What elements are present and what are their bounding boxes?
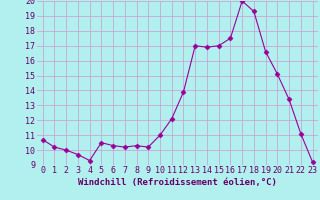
- X-axis label: Windchill (Refroidissement éolien,°C): Windchill (Refroidissement éolien,°C): [78, 178, 277, 187]
